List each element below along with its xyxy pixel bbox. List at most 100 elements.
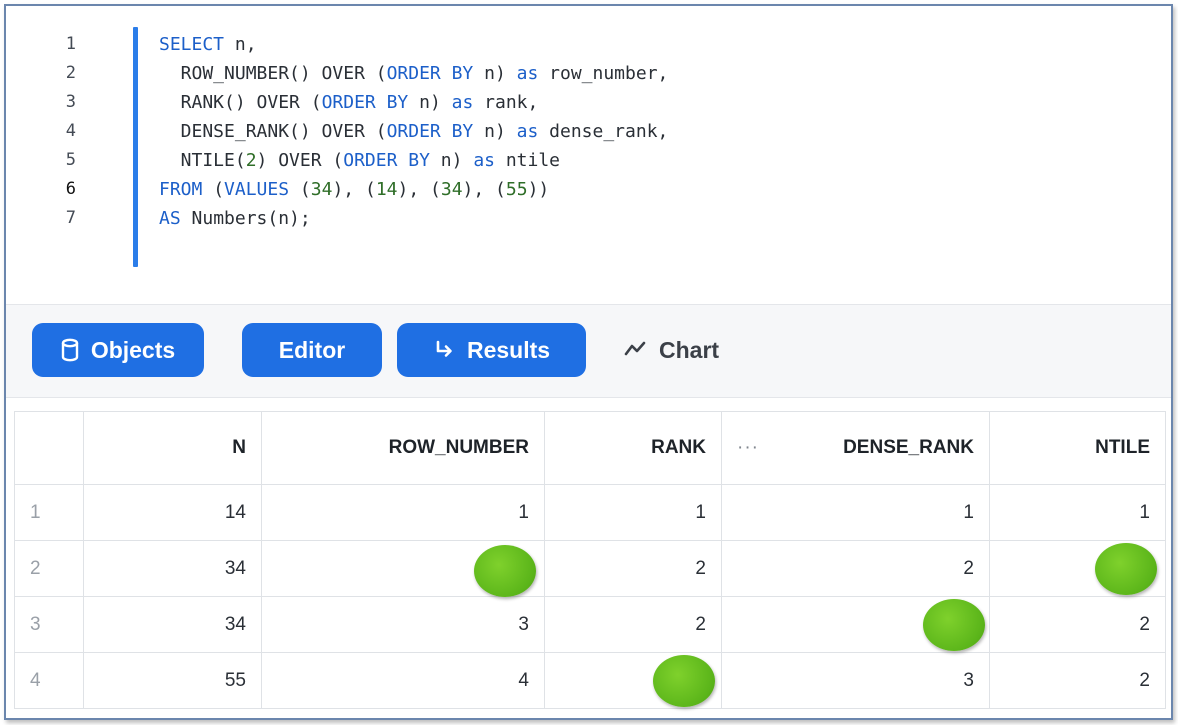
code-number: 2 <box>245 150 257 171</box>
code-number: 34 <box>310 179 333 200</box>
objects-button[interactable]: Objects <box>32 323 204 377</box>
table-cell[interactable] <box>989 540 1166 597</box>
table-row[interactable]: 2 34 2 2 <box>14 540 1166 597</box>
table-cell[interactable] <box>261 540 545 597</box>
row-number: 4 <box>14 652 84 709</box>
column-header-n[interactable]: N <box>83 411 262 485</box>
code-text: Numbers(n); <box>180 208 311 229</box>
row-number-header <box>14 411 84 485</box>
table-cell[interactable]: 2 <box>544 540 722 597</box>
code-keyword: ORDER BY <box>343 150 430 171</box>
line-number: 1 <box>65 34 76 54</box>
column-header-ntile[interactable]: NTILE <box>989 411 1166 485</box>
column-menu-ellipsis-icon[interactable]: ··· <box>737 437 759 458</box>
code-text: ), ( <box>397 179 441 200</box>
code-keyword: ORDER BY <box>321 92 409 113</box>
code-text: ( <box>202 179 225 200</box>
table-cell[interactable]: 2 <box>544 596 722 653</box>
table-cell[interactable] <box>544 652 722 709</box>
line-chart-icon <box>623 337 647 364</box>
code-keyword: ORDER BY <box>386 121 474 142</box>
table-row[interactable]: 3 34 3 2 2 <box>14 596 1166 653</box>
code-keyword: AS <box>159 208 181 229</box>
line-number: 2 <box>65 63 76 83</box>
code-text: ROW_NUMBER() OVER ( <box>159 63 387 84</box>
table-cell[interactable]: 2 <box>989 652 1166 709</box>
objects-label: Objects <box>90 336 176 363</box>
code-editor[interactable]: 1 2 3 4 5 6 7 SELECT n, ROW_NUMBER() OVE… <box>6 6 1171 304</box>
code-line[interactable]: NTILE(2) OVER (ORDER BY n) as ntile <box>159 146 560 175</box>
table-cell[interactable]: 1 <box>261 484 545 541</box>
code-text: )) <box>527 179 550 200</box>
code-line[interactable]: DENSE_RANK() OVER (ORDER BY n) as dense_… <box>159 117 669 146</box>
code-text: ntile <box>495 150 561 171</box>
column-header-dense-rank[interactable]: ··· DENSE_RANK <box>721 411 990 485</box>
code-text: NTILE( <box>159 150 246 171</box>
code-line[interactable]: SELECT n, <box>159 30 257 59</box>
code-text: ( <box>289 179 311 200</box>
code-keyword: ORDER BY <box>386 63 474 84</box>
chart-label: Chart <box>659 336 720 363</box>
code-text: n) <box>473 63 517 84</box>
table-cell[interactable]: 3 <box>721 652 990 709</box>
highlight-dot <box>923 599 985 651</box>
selected-lines-marker <box>133 27 138 267</box>
code-text: ) OVER ( <box>256 150 344 171</box>
code-keyword: as <box>516 63 539 84</box>
table-cell[interactable]: 2 <box>989 596 1166 653</box>
table-cell[interactable]: 1 <box>989 484 1166 541</box>
highlight-dot <box>1095 543 1157 595</box>
column-header-row-number[interactable]: ROW_NUMBER <box>261 411 545 485</box>
results-panel: N ROW_NUMBER RANK ··· DENSE_RANK NTILE 1… <box>6 398 1171 718</box>
table-row[interactable]: 4 55 4 3 2 <box>14 652 1166 709</box>
table-cell[interactable]: 1 <box>544 484 722 541</box>
line-number: 6 <box>65 179 76 199</box>
row-number: 2 <box>14 540 84 597</box>
editor-button[interactable]: Editor <box>242 323 382 377</box>
table-cell[interactable]: 14 <box>83 484 262 541</box>
table-row[interactable]: 1 14 1 1 1 1 <box>14 484 1166 541</box>
code-text: n, <box>224 34 257 55</box>
table-cell[interactable]: 55 <box>83 652 262 709</box>
code-line[interactable]: RANK() OVER (ORDER BY n) as rank, <box>159 88 539 117</box>
code-keyword: FROM <box>159 179 203 200</box>
column-header-rank[interactable]: RANK <box>544 411 722 485</box>
code-text: ), ( <box>332 179 376 200</box>
line-number: 7 <box>65 208 76 228</box>
code-text: row_number, <box>538 63 669 84</box>
code-keyword: as <box>451 92 474 113</box>
code-text: n) <box>429 150 474 171</box>
pane-toolbar: Objects Editor Results Chart <box>6 304 1171 398</box>
code-keyword: VALUES <box>224 179 290 200</box>
code-line[interactable]: FROM (VALUES (34), (14), (34), (55)) <box>159 175 549 204</box>
database-icon <box>61 338 79 362</box>
editor-label: Editor <box>278 336 346 363</box>
table-cell[interactable]: 1 <box>721 484 990 541</box>
code-text: dense_rank, <box>538 121 669 142</box>
table-cell[interactable]: 2 <box>721 540 990 597</box>
table-cell[interactable]: 34 <box>83 540 262 597</box>
table-cell[interactable]: 3 <box>261 596 545 653</box>
code-number: 55 <box>505 179 528 200</box>
table-cell[interactable]: 4 <box>261 652 545 709</box>
row-number: 1 <box>14 484 84 541</box>
code-line[interactable]: ROW_NUMBER() OVER (ORDER BY n) as row_nu… <box>159 59 669 88</box>
return-arrow-icon <box>433 339 455 361</box>
table-cell[interactable] <box>721 596 990 653</box>
code-number: 14 <box>375 179 398 200</box>
results-button[interactable]: Results <box>397 323 586 377</box>
code-line[interactable]: AS Numbers(n); <box>159 204 311 233</box>
code-text: n) <box>408 92 452 113</box>
row-number: 3 <box>14 596 84 653</box>
table-cell[interactable]: 34 <box>83 596 262 653</box>
code-text: RANK() OVER ( <box>159 92 322 113</box>
highlight-dot <box>653 655 715 707</box>
results-label: Results <box>466 336 551 363</box>
line-number: 3 <box>65 92 76 112</box>
header-row: N ROW_NUMBER RANK ··· DENSE_RANK NTILE <box>14 411 1166 485</box>
chart-button[interactable]: Chart <box>623 323 763 377</box>
code-keyword: as <box>516 121 539 142</box>
code-keyword: SELECT <box>159 34 225 55</box>
code-number: 34 <box>440 179 463 200</box>
line-number: 4 <box>65 121 76 141</box>
